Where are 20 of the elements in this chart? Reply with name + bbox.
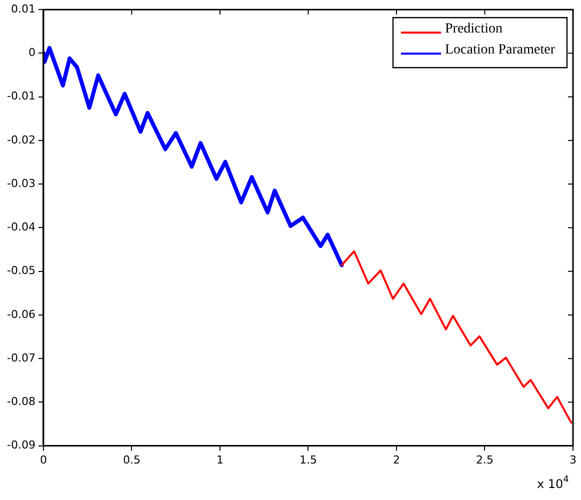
legend-label: Location Parameter bbox=[444, 42, 556, 58]
y-tick-label: -0.04 bbox=[6, 220, 36, 234]
y-tick-label: -0.02 bbox=[6, 133, 36, 146]
y-tick-label: -0.07 bbox=[6, 351, 36, 364]
x-tick-label: 1.5 bbox=[299, 453, 317, 466]
y-tick-label: -0.06 bbox=[6, 308, 36, 321]
legend-label: Prediction bbox=[444, 21, 503, 36]
y-tick-label: -0.08 bbox=[6, 395, 36, 408]
y-tick-label: 0.01 bbox=[10, 2, 36, 16]
x-tick-label: 2.5 bbox=[476, 453, 494, 466]
x-tick-label: 1 bbox=[216, 453, 224, 466]
x-tick-label: 0 bbox=[40, 453, 47, 466]
y-tick-label: -0.05 bbox=[6, 264, 36, 278]
y-tick-label: -0.03 bbox=[6, 176, 36, 190]
y-tick-label: -0.01 bbox=[6, 90, 36, 103]
x-tick-label: 3 bbox=[570, 453, 576, 466]
y-tick-label: -0.09 bbox=[6, 438, 36, 452]
x-tick-label: 2 bbox=[392, 453, 400, 466]
y-tick-label: 0 bbox=[28, 46, 36, 60]
x-tick-label: 0.5 bbox=[122, 453, 140, 466]
